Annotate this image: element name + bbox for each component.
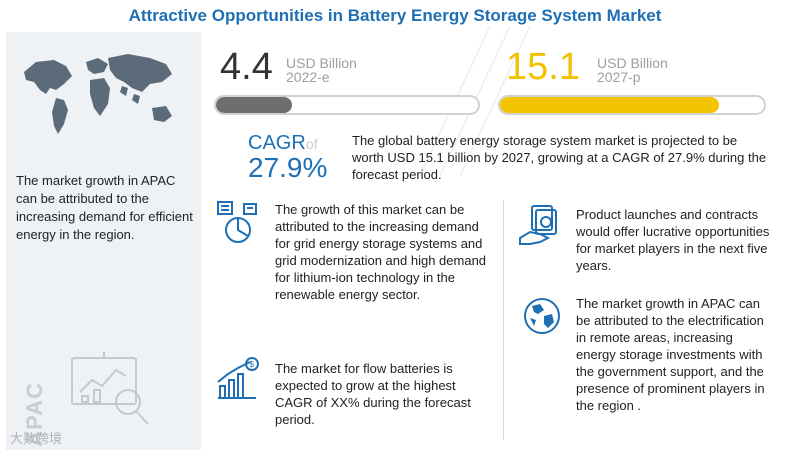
- cagr-label: CAGR: [248, 132, 306, 154]
- stat-2027-unit: USD Billion: [597, 55, 668, 71]
- svg-text:$: $: [250, 360, 255, 369]
- page-title: Attractive Opportunities in Battery Ener…: [128, 6, 662, 25]
- contract-money-icon: [519, 205, 557, 245]
- stat-2022-bar: [214, 95, 480, 115]
- watermark: 大数跨境: [10, 431, 63, 446]
- stat-2022-period: 2022-e: [286, 69, 330, 85]
- stat-2022-value: 4.4: [220, 46, 273, 88]
- stat-2027-bar-fill: [500, 97, 720, 113]
- stat-2022: 4.4: [220, 48, 273, 86]
- grid-analysis-icon: [217, 201, 257, 243]
- stat-2027: 15.1: [506, 48, 580, 86]
- analytics-board-icon: [71, 352, 149, 425]
- globe-icon: [524, 298, 560, 334]
- insight-product-launches: Product launches and contracts would off…: [576, 207, 770, 273]
- stat-2027-period: 2027-p: [597, 69, 641, 85]
- stat-2027-value: 15.1: [506, 46, 580, 88]
- insight-apac: The market growth in APAC can be attribu…: [576, 296, 765, 413]
- world-map-icon: [24, 54, 172, 134]
- cagr-of: of: [306, 136, 318, 152]
- stat-2022-bar-fill: [216, 97, 292, 113]
- left-panel: The market growth in APAC can be attribu…: [6, 32, 201, 450]
- cagr-description: The global battery energy storage system…: [352, 133, 767, 182]
- vertical-divider: [503, 200, 504, 440]
- left-panel-text: The market growth in APAC can be attribu…: [16, 173, 193, 242]
- stat-2027-bar: [498, 95, 766, 115]
- cagr-value: 27.9%: [248, 152, 328, 183]
- stat-2022-unit: USD Billion: [286, 55, 357, 71]
- insight-flow-batteries: The market for flow batteries is expecte…: [275, 361, 471, 427]
- insight-growth: The growth of this market can be attribu…: [275, 202, 487, 302]
- growth-chart-dollar-icon: $: [217, 357, 259, 399]
